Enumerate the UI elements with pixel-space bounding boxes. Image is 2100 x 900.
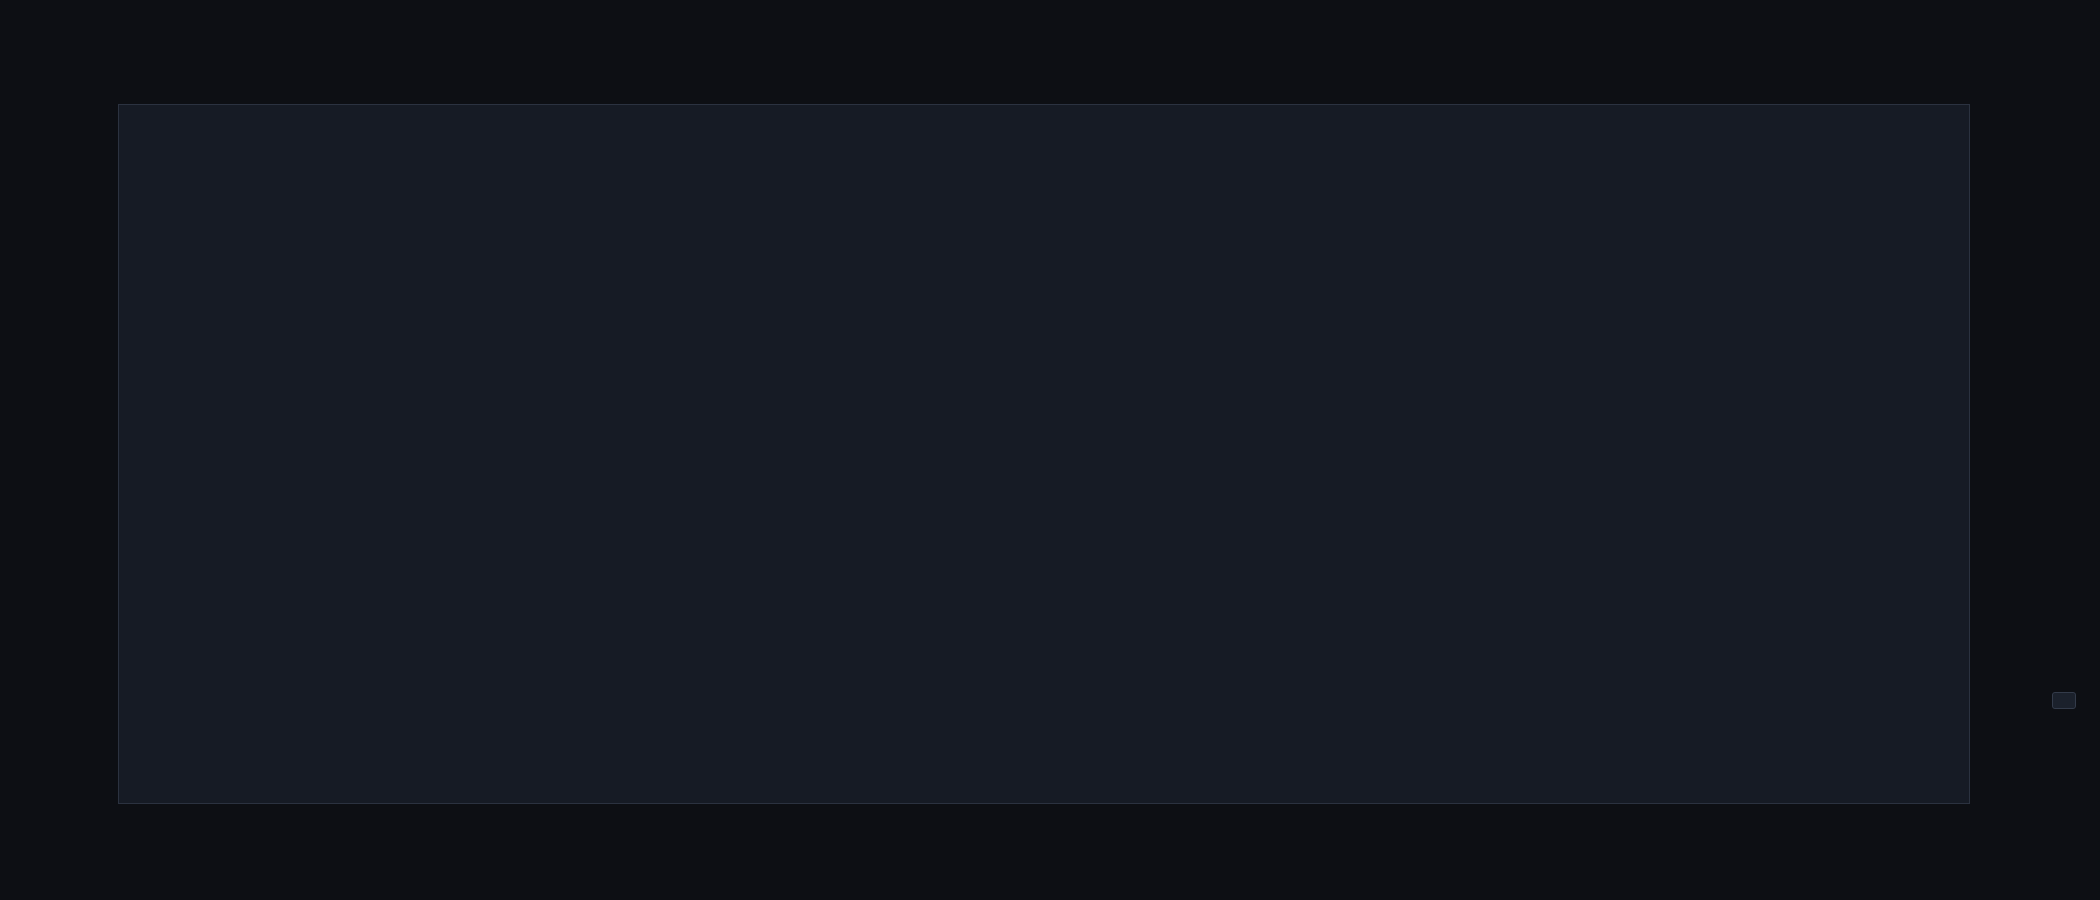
chart-legend[interactable] — [2052, 692, 2076, 709]
plot-area — [118, 104, 1970, 804]
